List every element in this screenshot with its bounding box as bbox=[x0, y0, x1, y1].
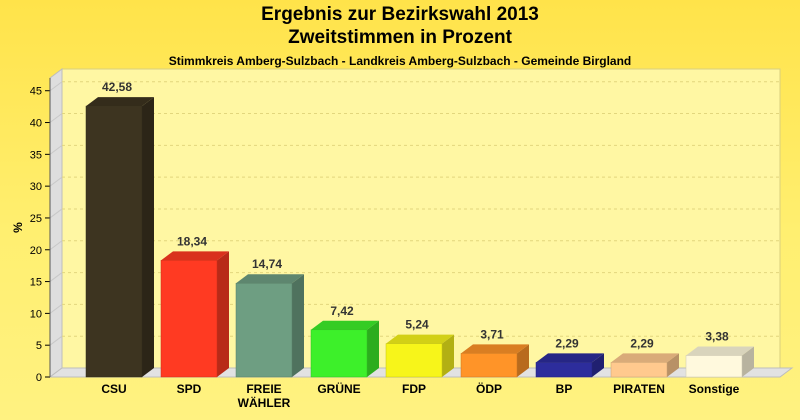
y-tick-label: 10 bbox=[30, 308, 42, 320]
x-tick-label: GRÜNE bbox=[317, 381, 360, 396]
bar-side bbox=[592, 353, 604, 377]
y-tick-label: 30 bbox=[30, 181, 42, 193]
x-tick-label: Sonstige bbox=[689, 382, 740, 396]
bar-top bbox=[611, 353, 679, 363]
x-tick-label: BP bbox=[556, 382, 573, 396]
bar[interactable] bbox=[460, 353, 518, 378]
bar-side bbox=[142, 97, 154, 378]
gridline-side bbox=[49, 176, 63, 187]
y-tick-label: 40 bbox=[30, 118, 42, 130]
y-tick-label: 0 bbox=[36, 372, 42, 384]
bar-top bbox=[311, 320, 379, 330]
bar[interactable] bbox=[610, 362, 668, 378]
x-tick-label: PIRATEN bbox=[613, 382, 665, 396]
bar-side bbox=[517, 344, 529, 377]
bar-top bbox=[686, 346, 754, 356]
bar[interactable] bbox=[160, 260, 218, 378]
x-tick-label: FREIE bbox=[246, 382, 281, 396]
gridline-side bbox=[49, 208, 63, 219]
bar[interactable] bbox=[535, 362, 593, 378]
bar[interactable] bbox=[685, 355, 743, 378]
gridline-side bbox=[49, 113, 63, 123]
y-tick-label: 15 bbox=[30, 277, 42, 289]
bar-side bbox=[442, 334, 454, 377]
bar-top bbox=[86, 97, 154, 107]
data-label: 18,34 bbox=[177, 234, 207, 248]
x-tick-label: CSU bbox=[101, 382, 126, 396]
x-tick-label: ÖDP bbox=[476, 381, 502, 396]
bar[interactable] bbox=[385, 343, 443, 378]
data-label: 7,42 bbox=[330, 304, 354, 318]
bar[interactable] bbox=[235, 282, 293, 378]
data-label: 2,29 bbox=[555, 336, 579, 350]
y-tick-label: 35 bbox=[30, 149, 42, 161]
bar-top bbox=[536, 353, 604, 363]
data-label: 5,24 bbox=[405, 318, 429, 332]
chart-title: Ergebnis zur Bezirkswahl 2013 bbox=[261, 4, 539, 25]
y-tick-label: 45 bbox=[30, 86, 42, 98]
chart-subtitle: Stimmkreis Amberg-Sulzbach - Landkreis A… bbox=[168, 54, 632, 68]
data-label: 3,38 bbox=[705, 329, 729, 343]
data-label: 14,74 bbox=[252, 257, 282, 271]
data-label: 42,58 bbox=[102, 80, 132, 94]
y-tick-label: 25 bbox=[30, 213, 42, 225]
bar-side bbox=[292, 274, 304, 377]
chart-subtitle-line2: Zweitstimmen in Prozent bbox=[288, 27, 512, 48]
gridline-side bbox=[49, 144, 63, 155]
gridline-side bbox=[49, 81, 63, 92]
bar-top bbox=[161, 251, 229, 261]
y-tick-label: 5 bbox=[36, 340, 42, 352]
y-tick-label: 20 bbox=[30, 245, 42, 257]
gridline-side bbox=[49, 240, 63, 251]
bar-side bbox=[667, 353, 679, 377]
bar-top bbox=[386, 334, 454, 344]
plot-area: 0 5 10 15 20 25 30 35 40 45% 42,58 CSU 18,34 SPD 14,74… bbox=[11, 68, 794, 410]
bar-side bbox=[217, 251, 229, 377]
x-tick-label: FDP bbox=[402, 382, 426, 396]
bar-top bbox=[461, 344, 529, 354]
bar-side bbox=[742, 346, 754, 377]
x-tick-label: WÄHLER bbox=[238, 395, 291, 410]
x-tick-label: SPD bbox=[177, 382, 202, 396]
bar-top bbox=[236, 274, 304, 284]
bar-side bbox=[367, 320, 379, 377]
data-label: 2,29 bbox=[630, 336, 654, 350]
gridline-side bbox=[49, 335, 63, 346]
bar[interactable] bbox=[85, 105, 143, 378]
gridline-side bbox=[49, 303, 63, 314]
bar[interactable] bbox=[310, 329, 368, 378]
y-axis-label: % bbox=[11, 222, 25, 233]
data-label: 3,71 bbox=[480, 327, 504, 341]
gridline-side bbox=[49, 272, 63, 282]
